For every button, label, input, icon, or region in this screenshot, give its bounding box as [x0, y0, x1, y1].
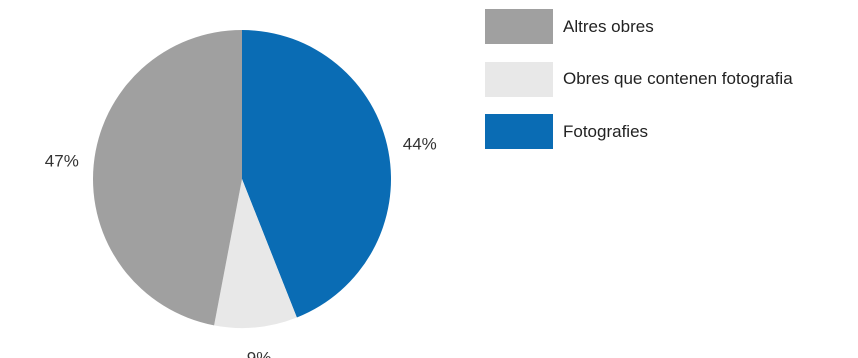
- legend-swatch: [485, 61, 553, 97]
- legend-label: Obres que contenen fotografia: [563, 69, 793, 88]
- pie-slice-fotografies: [242, 30, 391, 318]
- pie-label: 47%: [45, 151, 79, 170]
- legend: Altres obres Obres que contenen fotograf…: [485, 9, 793, 167]
- legend-label: Fotografies: [563, 121, 649, 141]
- pie-labels: 44% 9% 47%: [45, 135, 437, 358]
- pie-label: 44%: [403, 135, 437, 154]
- pie-slice-altres-obres: [93, 30, 242, 326]
- legend-swatch: [485, 9, 553, 44]
- pie-slice-obres-que-contenen-fotografia: [214, 179, 297, 328]
- legend-label: Altres obres: [563, 16, 654, 36]
- pie-slices: [93, 30, 391, 328]
- legend-item-obres-que-contenen-fotografia: Obres que contenen fotografia: [485, 61, 793, 97]
- legend-item-fotografies: Fotografies: [485, 114, 793, 149]
- pie-label: 9%: [247, 349, 272, 358]
- legend-item-altres-obres: Altres obres: [485, 9, 793, 44]
- legend-swatch: [485, 114, 553, 149]
